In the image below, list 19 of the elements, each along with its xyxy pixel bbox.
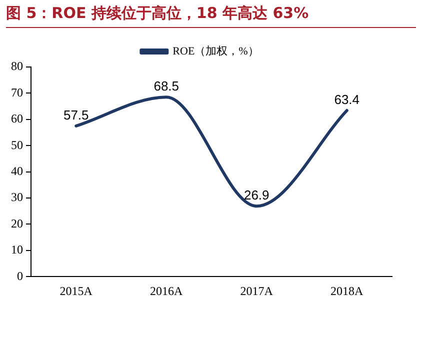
x-tick-label: 2015A xyxy=(60,284,93,298)
y-tick-label: 70 xyxy=(11,85,23,100)
x-tick-label: 2016A xyxy=(150,284,184,298)
x-tick-label: 2017A xyxy=(240,284,274,298)
x-tick-label: 2018A xyxy=(330,284,364,298)
data-label: 68.5 xyxy=(154,78,180,94)
y-tick-label: 60 xyxy=(11,112,23,126)
legend-label: ROE（加权，%） xyxy=(172,44,259,58)
data-label: 57.5 xyxy=(63,108,89,123)
y-tick-label: 30 xyxy=(11,190,23,204)
data-label: 26.9 xyxy=(244,188,270,203)
y-tick-label: 40 xyxy=(11,164,23,178)
chart-title: 图 5：ROE 持续位于高位，18 年高达 63% xyxy=(6,4,416,28)
y-tick-label: 20 xyxy=(11,216,23,230)
y-tick-label: 0 xyxy=(17,268,23,283)
y-tick-label: 50 xyxy=(11,138,23,152)
y-tick-label: 10 xyxy=(11,242,23,257)
data-label: 63.4 xyxy=(334,92,360,108)
y-tick-label: 80 xyxy=(11,59,23,74)
